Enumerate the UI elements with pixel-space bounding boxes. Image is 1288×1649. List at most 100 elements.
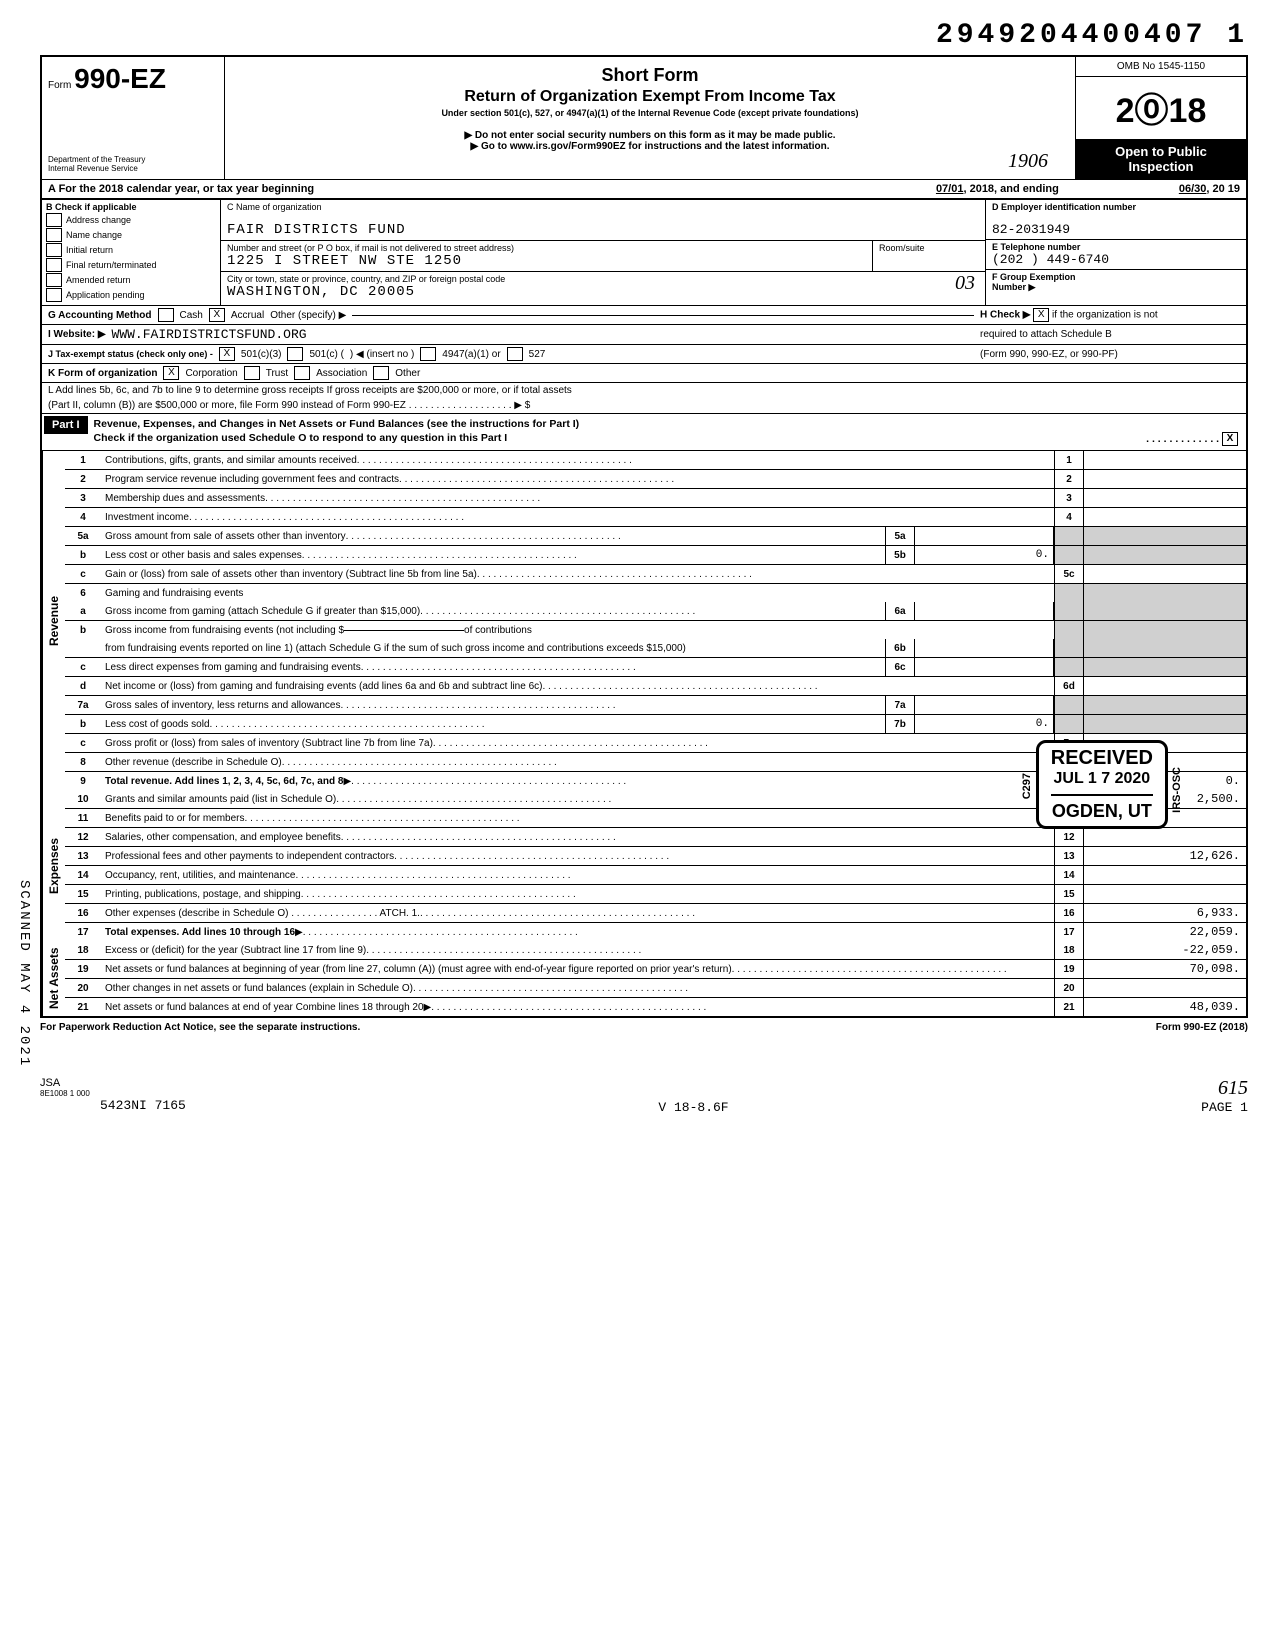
subamt7a — [915, 696, 1054, 714]
amt13: 12,626. — [1083, 847, 1246, 865]
k-other: Other — [395, 368, 420, 379]
ein: 82-2031949 — [992, 212, 1240, 237]
line-a-label: A For the 2018 calendar year, or tax yea… — [48, 183, 314, 195]
amt12 — [1083, 828, 1246, 846]
g-cash: Cash — [180, 310, 203, 321]
chk-527[interactable] — [507, 347, 523, 361]
amt2 — [1083, 470, 1246, 488]
line6d: Net income or (loss) from gaming and fun… — [105, 681, 542, 692]
stamp-date: JUL 1 7 2020 — [1051, 770, 1153, 788]
chk-pending[interactable] — [46, 288, 62, 302]
b-final: Final return/terminated — [66, 260, 157, 270]
part1-header: Part I — [44, 416, 88, 434]
chk-amended[interactable] — [46, 273, 62, 287]
irs-link: ▶ Go to www.irs.gov/Form990EZ for instru… — [235, 141, 1065, 152]
sidebar-netassets: Net Assets — [42, 941, 65, 1016]
line5b: Less cost or other basis and sales expen… — [105, 550, 302, 561]
i-label: I Website: ▶ — [48, 329, 106, 340]
b-pending: Application pending — [66, 290, 145, 300]
line7b: Less cost of goods sold — [105, 719, 210, 730]
footer-right: Form 990-EZ (2018) — [1156, 1022, 1248, 1033]
b-title: B Check if applicable — [46, 202, 137, 212]
chk-assoc[interactable] — [294, 366, 310, 380]
chk-initial[interactable] — [46, 243, 62, 257]
stamp-code: C297 — [1021, 773, 1033, 799]
line-a-end: 06/30 — [1179, 183, 1207, 195]
line13: Professional fees and other payments to … — [105, 851, 394, 862]
stamp-place: OGDEN, UT — [1051, 801, 1153, 822]
warn-ssn: ▶ Do not enter social security numbers o… — [235, 130, 1065, 141]
line16: Other expenses (describe in Schedule O) … — [105, 908, 420, 919]
line6a: Gross income from gaming (attach Schedul… — [105, 606, 420, 617]
acct: 5423NI 7165 — [100, 1098, 186, 1113]
line-a-mid: , 2018, and ending — [963, 183, 1058, 195]
chk-trust[interactable] — [244, 366, 260, 380]
line-a-begin: 07/01 — [936, 183, 964, 195]
block-bcd: B Check if applicable Address change Nam… — [40, 200, 1248, 306]
chk-501c3[interactable]: X — [219, 347, 235, 361]
chk-name[interactable] — [46, 228, 62, 242]
open-public-2: Inspection — [1080, 159, 1242, 175]
dept-line2: Internal Revenue Service — [48, 164, 218, 173]
b-address: Address change — [66, 215, 131, 225]
stamp-received: RECEIVED — [1051, 747, 1153, 770]
line6: Gaming and fundraising events — [105, 588, 243, 599]
chk-accrual[interactable]: X — [209, 308, 225, 322]
website: WWW.FAIRDISTRICTSFUND.ORG — [112, 327, 307, 342]
subtitle: Under section 501(c), 527, or 4947(a)(1)… — [235, 108, 1065, 118]
amt4 — [1083, 508, 1246, 526]
line18: Excess or (deficit) for the year (Subtra… — [105, 945, 366, 956]
subamt5a — [915, 527, 1054, 545]
chk-final[interactable] — [46, 258, 62, 272]
b-name: Name change — [66, 230, 122, 240]
chk-4947[interactable] — [420, 347, 436, 361]
j-insert: ) ◀ (insert no ) — [350, 349, 414, 360]
org-city: WASHINGTON, DC 20005 — [227, 284, 979, 300]
line2: Program service revenue including govern… — [105, 474, 399, 485]
hand-615: 615 — [1218, 1077, 1248, 1099]
line10: Grants and similar amounts paid (list in… — [105, 794, 336, 805]
line5a: Gross amount from sale of assets other t… — [105, 531, 346, 542]
k-assoc: Association — [316, 368, 367, 379]
k-trust: Trust — [266, 368, 288, 379]
receipt-number: 2949204400407 1 — [40, 20, 1248, 51]
line20: Other changes in net assets or fund bala… — [105, 983, 413, 994]
line6b-mid: of contributions — [464, 625, 532, 636]
part1-title: Revenue, Expenses, and Changes in Net As… — [94, 418, 580, 430]
chk-h[interactable]: X — [1033, 308, 1049, 322]
j-501c3: 501(c)(3) — [241, 349, 282, 360]
line6b: from fundraising events reported on line… — [105, 643, 686, 654]
b-initial: Initial return — [66, 245, 113, 255]
line6c: Less direct expenses from gaming and fun… — [105, 662, 361, 673]
line7c: Gross profit or (loss) from sales of inv… — [105, 738, 433, 749]
part1-chk[interactable]: X — [1222, 432, 1238, 446]
amt21: 48,039. — [1083, 998, 1246, 1016]
line14: Occupancy, rent, utilities, and maintena… — [105, 870, 295, 881]
j-501c: 501(c) ( — [309, 349, 343, 360]
g-accrual: Accrual — [231, 310, 264, 321]
chk-address[interactable] — [46, 213, 62, 227]
title-short-form: Short Form — [235, 65, 1065, 86]
k-label: K Form of organization — [48, 368, 157, 379]
line6b-pre: Gross income from fundraising events (no… — [105, 625, 344, 636]
line1: Contributions, gifts, grants, and simila… — [105, 455, 357, 466]
form-header: Form 990-EZ Department of the Treasury I… — [40, 55, 1248, 179]
chk-other[interactable] — [373, 366, 389, 380]
d-ein-label: D Employer identification number — [992, 202, 1240, 212]
b-amended: Amended return — [66, 275, 131, 285]
f-grp-label: F Group Exemption — [992, 272, 1240, 282]
amt20 — [1083, 979, 1246, 997]
page-no: PAGE 1 — [1201, 1100, 1248, 1115]
dept-line1: Department of the Treasury — [48, 155, 218, 164]
chk-501c[interactable] — [287, 347, 303, 361]
k-corp: Corporation — [185, 368, 237, 379]
scanned-stamp: SCANNED MAY 4 2021 — [16, 880, 32, 1067]
chk-corp[interactable]: X — [163, 366, 179, 380]
c-addr-label: Number and street (or P O box, if mail i… — [227, 243, 866, 253]
chk-cash[interactable] — [158, 308, 174, 322]
subamt6b — [915, 639, 1054, 657]
org-name: FAIR DISTRICTS FUND — [227, 212, 979, 238]
line12: Salaries, other compensation, and employ… — [105, 832, 341, 843]
c-name-label: C Name of organization — [227, 202, 979, 212]
amt1 — [1083, 451, 1246, 469]
